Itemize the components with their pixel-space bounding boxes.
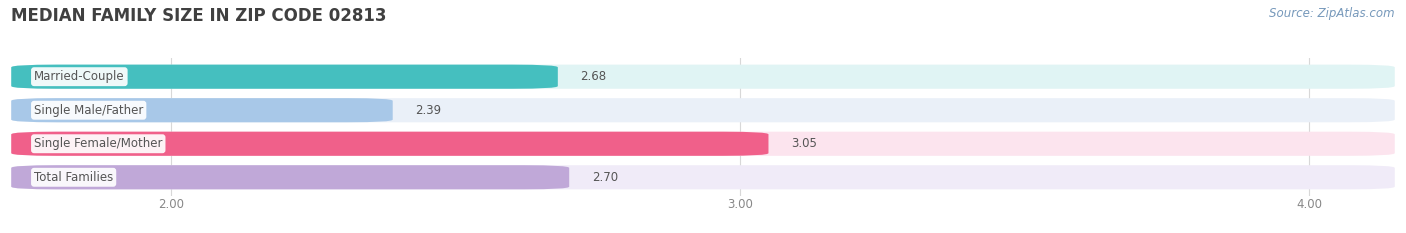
- Text: 3.05: 3.05: [792, 137, 817, 150]
- FancyBboxPatch shape: [11, 132, 1395, 156]
- FancyBboxPatch shape: [11, 132, 769, 156]
- FancyBboxPatch shape: [11, 98, 392, 122]
- Text: Single Male/Father: Single Male/Father: [34, 104, 143, 117]
- FancyBboxPatch shape: [11, 65, 1395, 89]
- Text: 2.70: 2.70: [592, 171, 619, 184]
- FancyBboxPatch shape: [11, 165, 1395, 189]
- Text: Married-Couple: Married-Couple: [34, 70, 125, 83]
- Text: Total Families: Total Families: [34, 171, 114, 184]
- Text: 2.39: 2.39: [416, 104, 441, 117]
- Text: MEDIAN FAMILY SIZE IN ZIP CODE 02813: MEDIAN FAMILY SIZE IN ZIP CODE 02813: [11, 7, 387, 25]
- Text: 2.68: 2.68: [581, 70, 607, 83]
- Text: Source: ZipAtlas.com: Source: ZipAtlas.com: [1270, 7, 1395, 20]
- FancyBboxPatch shape: [11, 165, 569, 189]
- FancyBboxPatch shape: [11, 98, 1395, 122]
- Text: Single Female/Mother: Single Female/Mother: [34, 137, 163, 150]
- FancyBboxPatch shape: [11, 65, 558, 89]
